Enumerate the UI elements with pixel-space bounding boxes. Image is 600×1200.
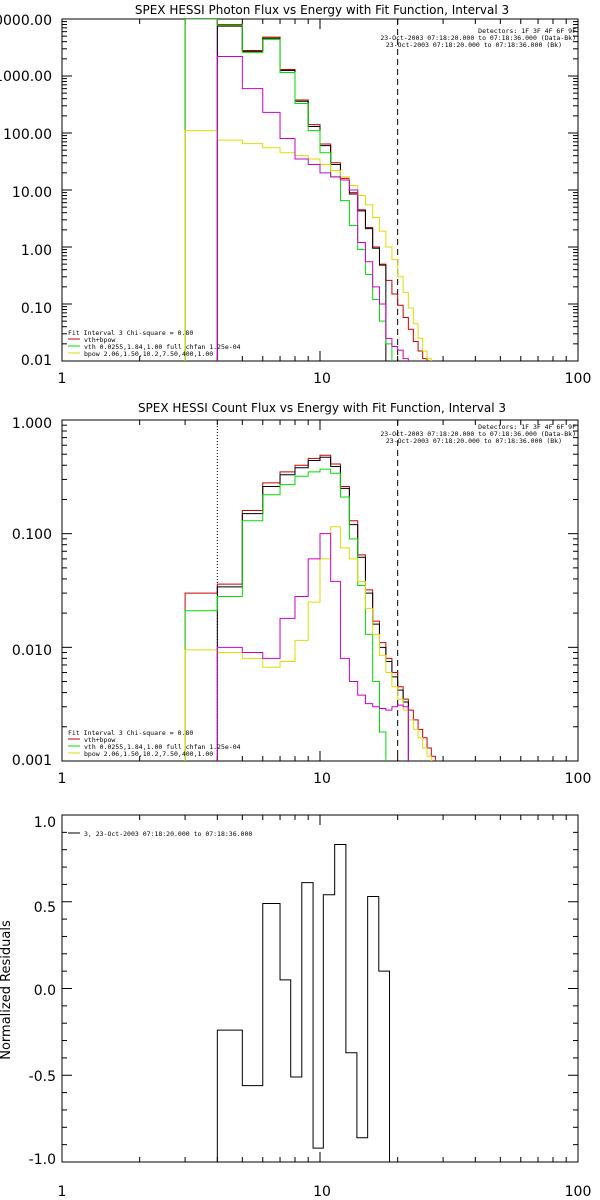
series-group (216, 843, 391, 1162)
count-legend-total: vth+bpow (84, 736, 115, 744)
count-bk-text: 23-Oct-2003 07:18:20.000 to 07:18:36.000… (386, 437, 562, 445)
residuals-legend: 3, 23-Oct-2003 07:18:20.000 to 07:18:36.… (84, 830, 252, 838)
photon-y-tick-label: 0.10 (21, 301, 52, 317)
series-vth-line (184, 468, 387, 761)
count-legend-bpow: bpow 2.06,1.50,10.2,7.50,400,1.00 (84, 750, 213, 758)
residuals-x-tick-label: 100 (565, 1184, 592, 1200)
photon-interval-text: 23-Oct-2003 07:18:20.000 to 07:18:36.000… (380, 34, 576, 42)
count-y-tick-label: 0.100 (12, 527, 52, 543)
residuals-y-tick-label: 0.5 (34, 900, 56, 916)
count-interval-text: 23-Oct-2003 07:18:20.000 to 07:18:36.000… (380, 430, 576, 438)
photon-x-tick-label: 10 (313, 371, 331, 387)
residuals-y-tick-label: 1.0 (34, 815, 56, 831)
count-detectors-text: Detectors: 1F 3F 4F 6F 9F (478, 423, 576, 431)
series-bpow-line (184, 130, 432, 361)
count-x-tick-label: 100 (565, 771, 592, 787)
series-data-line (216, 843, 391, 1162)
series-bg-line (216, 55, 409, 361)
count-legend-title: Fit Interval 3 Chi-square = 0.80 (68, 729, 193, 737)
photon-y-tick-label: 10.00 (12, 185, 52, 201)
photon-y-tick-label: 1000.00 (0, 69, 52, 85)
residuals-x-tick-label: 10 (313, 1184, 331, 1200)
count-flux-title: SPEX HESSI Count Flux vs Energy with Fit… (138, 401, 506, 415)
count-flux-plot (61, 419, 579, 762)
photon-flux-panel: SPEX HESSI Photon Flux vs Energy with Fi… (0, 3, 591, 387)
photon-flux-plot (61, 18, 579, 362)
residuals-y-tick-label: -0.5 (29, 1069, 56, 1085)
count-legend-vth: vth 0.0255,1.84,1.00 full chfan 1.25e-04 (84, 743, 241, 751)
photon-legend-bpow: bpow 2.06,1.50,10.2,7.50,400,1.00 (84, 350, 213, 358)
count-y-tick-label: 0.010 (12, 643, 52, 659)
photon-y-tick-label: 100.00 (3, 127, 52, 143)
residuals-plot (61, 814, 579, 1163)
photon-y-tick-label: 1.00 (21, 243, 52, 259)
residuals-y-tick-label: 0.0 (34, 983, 56, 999)
photon-bk-text: 23-Oct-2003 07:18:20.000 to 07:18:36.000… (386, 41, 562, 49)
count-y-tick-label: 0.001 (12, 753, 52, 769)
residuals-y-label: Normalized Residuals (0, 920, 14, 1060)
residuals-panel: 3, 23-Oct-2003 07:18:20.000 to 07:18:36.… (0, 814, 592, 1200)
series-group (184, 19, 432, 361)
photon-x-tick-label: 100 (565, 371, 592, 387)
photon-flux-title: SPEX HESSI Photon Flux vs Energy with Fi… (135, 3, 509, 17)
photon-legend-vth: vth 0.0255,1.84,1.00 full chfan 1.25e-04 (84, 343, 241, 351)
residuals-x-tick-label: 1 (58, 1184, 67, 1200)
count-y-tick-label: 1.000 (12, 416, 52, 432)
series-bg-line (216, 533, 409, 761)
photon-y-tick-label: 0.01 (21, 353, 52, 369)
residuals-y-tick-label: -1.0 (29, 1152, 56, 1168)
count-x-tick-label: 10 (313, 771, 331, 787)
series-bpow-line (184, 526, 432, 761)
count-x-tick-label: 1 (58, 771, 67, 787)
photon-legend-total: vth+bpow (84, 336, 115, 344)
series-group (184, 454, 436, 761)
photon-legend-title: Fit Interval 3 Chi-square = 0.80 (68, 329, 193, 337)
count-flux-panel: SPEX HESSI Count Flux vs Energy with Fit… (12, 401, 591, 787)
photon-detectors-text: Detectors: 1F 3F 4F 6F 9F (478, 27, 576, 35)
photon-x-tick-label: 1 (58, 371, 67, 387)
